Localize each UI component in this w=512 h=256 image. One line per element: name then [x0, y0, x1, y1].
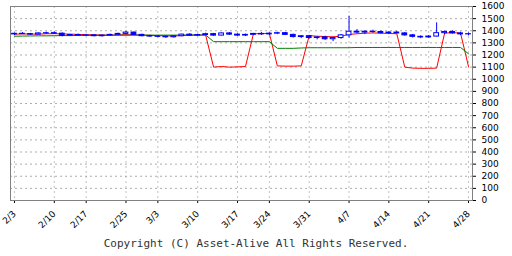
svg-text:1600: 1600 [482, 1, 505, 11]
svg-text:3/31: 3/31 [291, 209, 312, 230]
svg-text:2/3: 2/3 [1, 209, 18, 226]
svg-text:300: 300 [482, 159, 499, 169]
svg-text:1500: 1500 [482, 14, 505, 24]
svg-text:600: 600 [482, 123, 499, 133]
svg-text:4/7: 4/7 [335, 209, 352, 226]
svg-text:4/21: 4/21 [411, 209, 432, 230]
svg-text:3/17: 3/17 [220, 209, 241, 230]
svg-text:100: 100 [482, 183, 499, 193]
svg-text:700: 700 [482, 111, 499, 121]
svg-text:2/10: 2/10 [36, 209, 58, 231]
svg-text:1200: 1200 [482, 50, 505, 60]
svg-text:400: 400 [482, 147, 499, 157]
svg-text:800: 800 [482, 98, 499, 108]
svg-text:200: 200 [482, 171, 499, 181]
svg-text:500: 500 [482, 135, 499, 145]
svg-text:2/25: 2/25 [108, 209, 129, 230]
svg-text:4/28: 4/28 [451, 209, 473, 231]
svg-text:1100: 1100 [482, 62, 505, 72]
svg-text:3/10: 3/10 [180, 209, 202, 231]
svg-text:3/3: 3/3 [144, 209, 161, 226]
svg-text:3/24: 3/24 [251, 209, 273, 231]
svg-text:900: 900 [482, 86, 499, 96]
svg-text:1400: 1400 [482, 26, 505, 36]
svg-text:1300: 1300 [482, 38, 505, 48]
svg-text:1000: 1000 [482, 74, 505, 84]
svg-text:0: 0 [482, 195, 488, 205]
html-text:Copyright (C) Asset-Alive All: Copyright (C) Asset-Alive All Rights Res… [103, 237, 409, 250]
svg-text:4/14: 4/14 [371, 209, 393, 231]
svg-text:2/17: 2/17 [68, 209, 89, 230]
